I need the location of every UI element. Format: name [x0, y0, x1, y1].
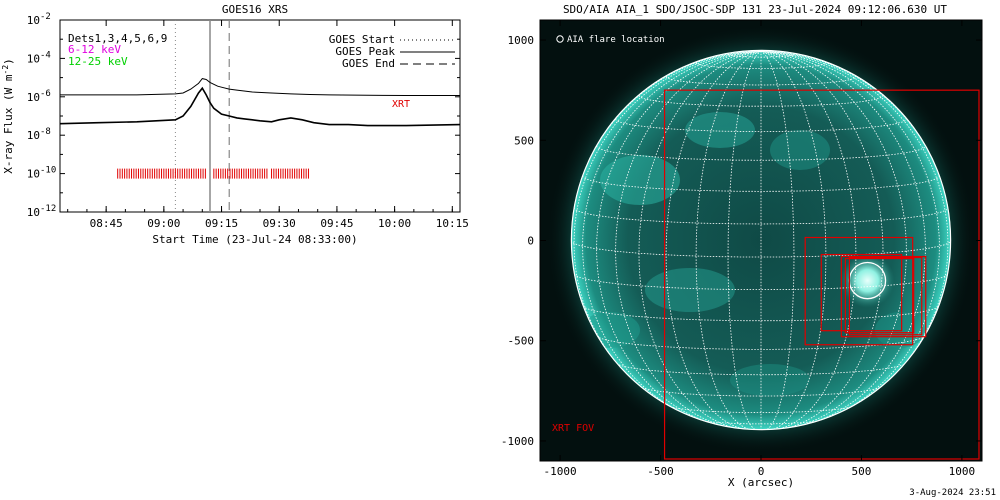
- aia-x-tick-label: -500: [647, 465, 674, 478]
- goes-legend: GOES Start GOES Peak GOES End: [329, 33, 455, 70]
- aia-x-tick-label: 1000: [949, 465, 976, 478]
- legend-goes-peak: GOES Peak: [335, 45, 395, 58]
- aia-x-tick-label: -1000: [544, 465, 577, 478]
- legend-circle-icon: [556, 35, 564, 43]
- aia-x-axis-label: X (arcsec): [728, 476, 794, 489]
- aia-x-axis: -1000 -500 0 500 1000: [544, 20, 976, 478]
- latitude-line: [616, 363, 906, 376]
- xrt-fov-label: XRT FOV: [552, 423, 594, 434]
- latitude-line: [695, 62, 827, 69]
- legend-goes-start: GOES Start: [329, 33, 395, 46]
- goes-y-tick-label: 10: [27, 14, 40, 27]
- goes-y-tick-label: 10: [27, 91, 40, 104]
- goes-x-tick-label: 08:45: [90, 217, 123, 230]
- longitude-line: [760, 51, 857, 430]
- band-6-12-kev: 6-12 keV: [68, 43, 121, 56]
- band-12-25-kev: 12-25 keV: [68, 55, 128, 68]
- longitude-line: [760, 51, 795, 430]
- goes-y-tick-exponent: -8: [40, 127, 51, 137]
- goes-x-tick-label: 09:00: [147, 217, 180, 230]
- longitude-line: [727, 51, 762, 430]
- xrt-fov-box: [663, 89, 980, 460]
- legend-goes-end: GOES End: [342, 57, 395, 70]
- aia-title: SDO/AIA AIA_1 SDO/JSOC-SDP 131 23-Jul-20…: [563, 3, 947, 16]
- aia-x-tick-label: 0: [758, 465, 765, 478]
- aia-legend-label: AIA flare location: [567, 35, 665, 45]
- aia-y-tick-label: 0: [527, 235, 534, 248]
- xrt-fov-box: [840, 255, 927, 338]
- goes-y-tick-label: 10: [27, 129, 40, 142]
- goes-y-tick-exponent: -4: [40, 50, 51, 60]
- footer-timestamp: 3-Aug-2024 23:51: [909, 488, 996, 498]
- longitude-line: [760, 51, 907, 430]
- longitude-line: [760, 51, 926, 428]
- goes-x-tick-label: 10:00: [378, 217, 411, 230]
- xrt-fov-box: [844, 257, 915, 334]
- longitude-line: [596, 51, 762, 428]
- goes-y-tick-exponent: -10: [40, 166, 56, 176]
- goes-detector-annotation: Dets1,3,4,5,6,9: [68, 32, 167, 45]
- flare-brightening: [840, 253, 895, 308]
- goes-x-tick-label: 09:30: [263, 217, 296, 230]
- goes-series-long-channel: [60, 78, 460, 96]
- aia-y-tick-label: 500: [514, 134, 534, 147]
- xrt-fov-boxes: [663, 89, 980, 460]
- goes-y-tick-label: 10: [27, 52, 40, 65]
- latitude-line: [615, 118, 907, 133]
- goes-y-tick-exponent: -12: [40, 204, 56, 214]
- aia-y-tick-label: 1000: [508, 34, 535, 47]
- solar-texture: [580, 112, 925, 396]
- goes-y-tick-exponent: -2: [40, 12, 51, 22]
- latitude-line: [596, 335, 926, 350]
- xrt-label: XRT: [392, 99, 410, 110]
- latitude-line: [667, 405, 855, 414]
- goes-series-short-channel: [60, 86, 460, 127]
- xrt-fov-box: [848, 256, 923, 336]
- latitude-line: [582, 175, 940, 192]
- aia-y-tick-label: -500: [508, 335, 535, 348]
- solar-limb: [570, 49, 952, 431]
- goes-x-tick-label: 09:15: [205, 217, 238, 230]
- goes-x-tick-label: 09:45: [320, 217, 353, 230]
- aia-x-tick-label: 500: [852, 465, 872, 478]
- aia-y-axis: 1000 500 0 -500 -1000: [501, 34, 982, 448]
- goes-y-axis-label: X-ray Flux (W m-2): [1, 58, 15, 174]
- longitude-line: [760, 51, 940, 426]
- goes-x-tick-label: 10:15: [436, 217, 469, 230]
- aia-plot: SDO/AIA AIA_1 SDO/JSOC-SDP 131 23-Jul-20…: [501, 3, 983, 489]
- latitude-line: [571, 240, 951, 258]
- aia-y-tick-label: -1000: [501, 435, 534, 448]
- xrt-fov-box: [820, 253, 903, 332]
- xrt-fov-box: [804, 236, 914, 346]
- latitude-line: [596, 145, 926, 161]
- latitude-line: [573, 207, 949, 225]
- goes-x-axis-label: Start Time (23-Jul-24 08:33:00): [152, 233, 357, 246]
- longitude-line: [582, 51, 762, 426]
- goes-y-tick-label: 10: [27, 206, 40, 219]
- goes-series: [60, 78, 460, 127]
- goes-title: GOES16 XRS: [222, 3, 288, 16]
- longitude-line: [665, 51, 762, 430]
- goes-x-axis: 08:45 09:00 09:15 09:30 09:45 10:00 10:15: [67, 20, 469, 230]
- goes-y-tick-label: 10: [27, 168, 40, 181]
- longitude-line: [615, 51, 762, 430]
- goes-y-tick-exponent: -6: [40, 89, 51, 99]
- xrt-observation-bars: [117, 168, 309, 179]
